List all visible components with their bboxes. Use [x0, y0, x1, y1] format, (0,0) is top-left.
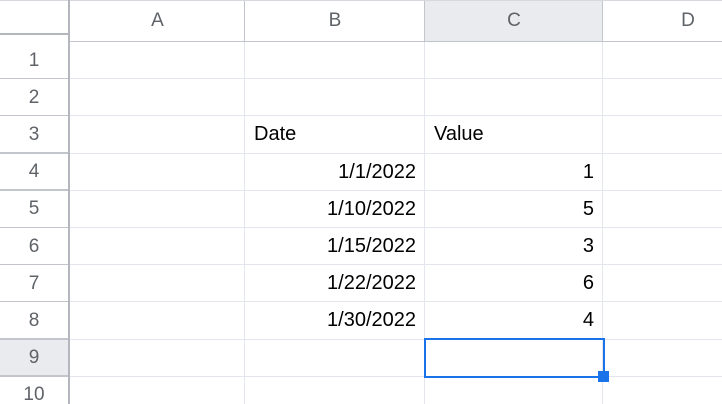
cell-B5[interactable]: 1/10/2022 [327, 197, 416, 220]
cell-A2[interactable] [70, 79, 245, 116]
vertical-gridline [244, 42, 245, 404]
cell-D9[interactable] [603, 340, 722, 377]
row-header-7[interactable]: 7 [0, 265, 68, 303]
cell-C3[interactable]: Value [434, 123, 484, 146]
cell-B3[interactable]: Date [254, 123, 297, 146]
cell-D3[interactable] [603, 116, 722, 153]
cell-D7[interactable] [603, 265, 722, 302]
cell-B9[interactable] [245, 340, 425, 377]
column-header-separator [601, 1, 603, 41]
cell-A9[interactable] [70, 340, 245, 377]
row-header-4[interactable]: 4 [0, 153, 68, 191]
cell-B1[interactable] [245, 42, 425, 79]
cell-C7[interactable]: 6 [582, 272, 594, 295]
row-header-separator [0, 375, 68, 377]
cell-A6[interactable] [70, 228, 245, 265]
horizontal-gridline [70, 227, 722, 228]
row-header-separator [0, 300, 68, 303]
cell-B8[interactable]: 1/30/2022 [327, 309, 416, 332]
cell-D2[interactable] [603, 79, 722, 116]
cell-A7[interactable] [70, 265, 245, 302]
cell-D6[interactable] [603, 228, 722, 265]
cell-B4[interactable]: 1/1/2022 [338, 160, 416, 183]
column-header-C[interactable]: C [425, 1, 603, 41]
cell-D1[interactable] [603, 42, 722, 79]
cell-A4[interactable] [70, 154, 245, 191]
cell-C10[interactable] [425, 377, 603, 404]
row-header-separator [0, 226, 68, 228]
cell-D10[interactable] [603, 377, 722, 404]
horizontal-gridline [70, 338, 722, 340]
row-header-right-border [68, 0, 70, 404]
row-header-separator [0, 114, 68, 117]
cell-C5[interactable]: 5 [582, 197, 594, 220]
horizontal-gridline [70, 152, 722, 154]
row-header-separator [0, 263, 68, 266]
row-header-separator [0, 77, 68, 80]
cell-A10[interactable] [70, 377, 245, 404]
column-header-A[interactable]: A [70, 1, 245, 41]
cell-B10[interactable] [245, 377, 425, 404]
cell-A8[interactable] [70, 302, 245, 339]
row-header-separator [0, 189, 68, 191]
cell-A1[interactable] [70, 42, 245, 79]
cell-B2[interactable] [245, 79, 425, 116]
sheet-top-border [0, 0, 722, 1]
row-header-separator [0, 152, 68, 154]
cell-C1[interactable] [425, 42, 603, 79]
row-header-separator [0, 338, 68, 340]
column-header-bottom-border [70, 40, 722, 42]
column-header-separator [243, 1, 245, 41]
active-cell-selection[interactable] [423, 338, 609, 383]
row-header-10[interactable]: 10 [0, 376, 68, 404]
cell-C8[interactable]: 4 [582, 309, 594, 332]
cell-D5[interactable] [603, 191, 722, 228]
cell-A5[interactable] [70, 191, 245, 228]
vertical-gridline [424, 42, 425, 404]
column-header-B[interactable]: B [245, 1, 425, 41]
vertical-gridline [602, 42, 603, 404]
cell-A3[interactable] [70, 116, 245, 153]
cell-C4[interactable]: 1 [582, 160, 594, 183]
row-header-6[interactable]: 6 [0, 228, 68, 266]
horizontal-gridline [70, 375, 722, 377]
select-all-corner[interactable] [0, 0, 68, 33]
column-header-separator [423, 1, 425, 41]
row-header-5[interactable]: 5 [0, 190, 68, 228]
cell-C6[interactable]: 3 [582, 235, 594, 258]
fill-handle[interactable] [597, 371, 609, 383]
cell-B7[interactable]: 1/22/2022 [327, 272, 416, 295]
column-header-D[interactable]: D [603, 1, 722, 41]
horizontal-gridline [70, 189, 722, 191]
cell-D8[interactable] [603, 302, 722, 339]
row-header-3[interactable]: 3 [0, 116, 68, 154]
row-header-1[interactable]: 1 [0, 42, 68, 80]
row-header-9[interactable]: 9 [0, 339, 68, 377]
row-header-8[interactable]: 8 [0, 302, 68, 340]
cell-B6[interactable]: 1/15/2022 [327, 235, 416, 258]
select-all-corner-bottom-border [0, 33, 68, 35]
horizontal-gridline [70, 301, 722, 303]
cell-D4[interactable] [603, 154, 722, 191]
horizontal-gridline [70, 115, 722, 117]
row-header-2[interactable]: 2 [0, 79, 68, 117]
cell-C2[interactable] [425, 79, 603, 116]
horizontal-gridline [70, 78, 722, 80]
horizontal-gridline [70, 264, 722, 266]
